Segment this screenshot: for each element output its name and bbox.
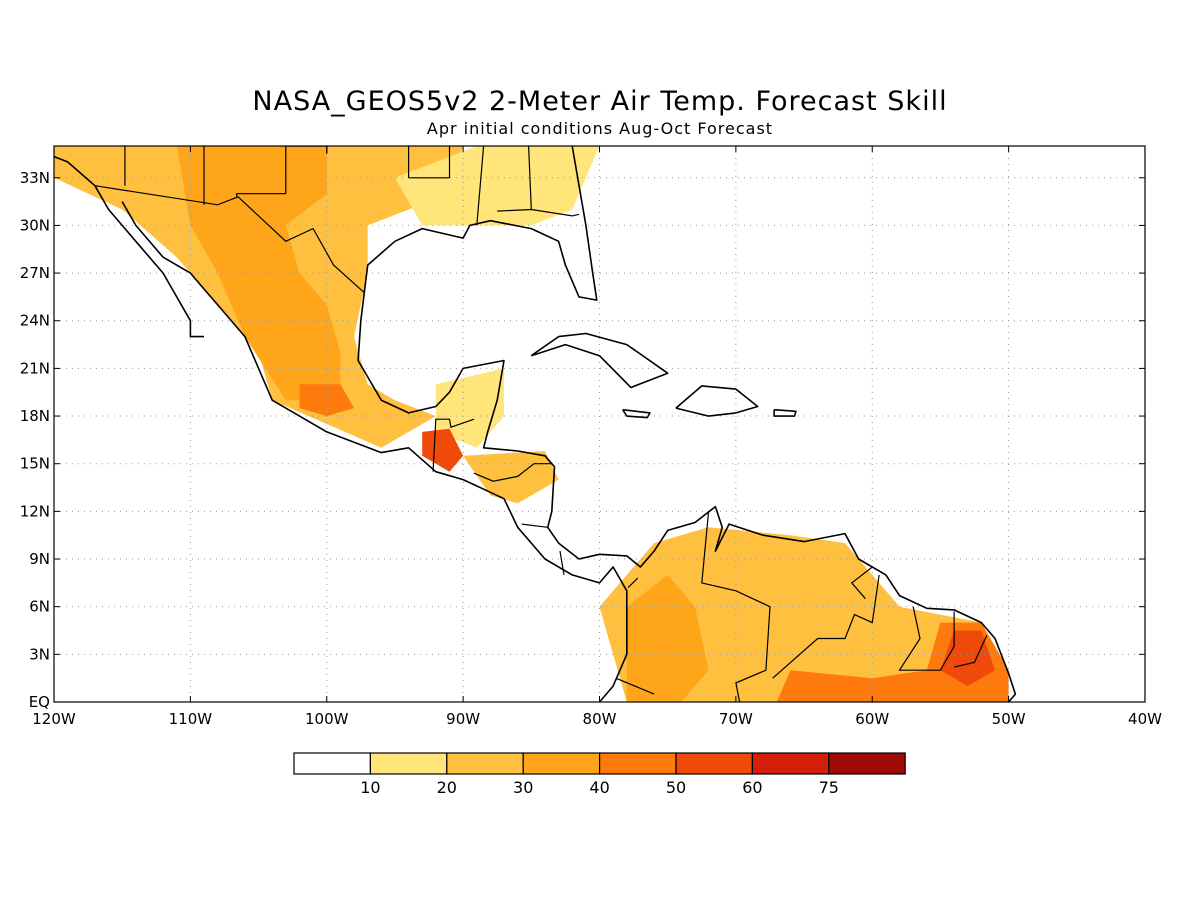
legend-label: 30 [513,778,533,797]
y-tick-label: 30N [20,216,50,234]
legend-swatch [828,752,906,775]
political-border [772,574,880,679]
x-tick-label: 40W [1128,710,1162,728]
political-border [627,577,639,589]
political-border [94,185,365,293]
x-tick-label: 60W [855,710,889,728]
y-tick-label: 24N [20,312,50,330]
coastline [357,146,1017,702]
political-border [476,146,485,226]
y-tick-label: 3N [29,645,50,663]
color-legend: 10 20 30 40 50 60 75 [293,752,906,797]
political-border [528,146,532,210]
skill-region-guatemala-hot [422,428,464,472]
political-border [898,606,955,671]
political-border [953,635,988,668]
legend-label: 10 [360,778,380,797]
coastline [530,332,669,389]
coastline [121,201,628,702]
y-tick-label: 18N [20,407,50,425]
coastline [622,408,651,419]
y-tick-label: 12N [20,502,50,520]
longitude-axis: 120W 110W 100W 90W 80W 70W 60W 50W 40W [32,146,1162,728]
x-tick-label: 90W [446,710,480,728]
coastline-layer [54,146,1017,702]
skill-region-south-mexico-hot [299,384,354,417]
legend-swatch [522,752,601,775]
political-border [473,463,552,482]
political-border [432,418,475,472]
y-tick-label: 33N [20,169,50,187]
political-border-layer [94,146,988,702]
legend-swatch [675,752,754,775]
political-border [701,511,771,702]
legend-swatch [598,752,677,775]
legend-swatch [293,752,372,775]
x-tick-label: 50W [992,710,1026,728]
political-border [497,208,580,217]
coastline [54,155,204,338]
x-tick-label: 70W [719,710,753,728]
legend-label: 50 [666,778,686,797]
map-subtitle: Apr initial conditions Aug-Oct Forecast [426,119,774,138]
x-tick-label: 110W [169,710,213,728]
y-tick-label: 15N [20,455,50,473]
legend-label: 75 [819,778,839,797]
map-title: NASA_GEOS5v2 2-Meter Air Temp. Forecast … [252,86,948,117]
y-tick-label: EQ [29,693,50,711]
legend-swatch [369,752,448,775]
latitude-axis: EQ 3N 6N 9N 12N 15N 18N 21N 24N 27N 30N 33N [20,169,1145,711]
coastline [675,385,759,417]
skill-region-yucatan [435,368,504,448]
political-border [521,523,548,528]
legend-label: 40 [589,778,609,797]
x-tick-label: 80W [583,710,617,728]
political-border [615,677,655,695]
coastline [773,408,797,417]
legend-swatch [446,752,524,775]
legend-label: 20 [437,778,457,797]
legend-label: 60 [742,778,762,797]
political-border [236,193,286,197]
legend-swatch [751,752,830,775]
y-tick-label: 27N [20,264,50,282]
x-tick-label: 100W [305,710,349,728]
x-tick-label: 120W [32,710,76,728]
skill-region-sa-west-orange [626,574,709,702]
political-border [850,566,873,600]
y-tick-label: 6N [29,598,50,616]
y-tick-label: 9N [29,550,50,568]
skill-region-us-southeast [394,146,600,226]
political-border [559,551,565,575]
y-tick-label: 21N [20,359,50,377]
